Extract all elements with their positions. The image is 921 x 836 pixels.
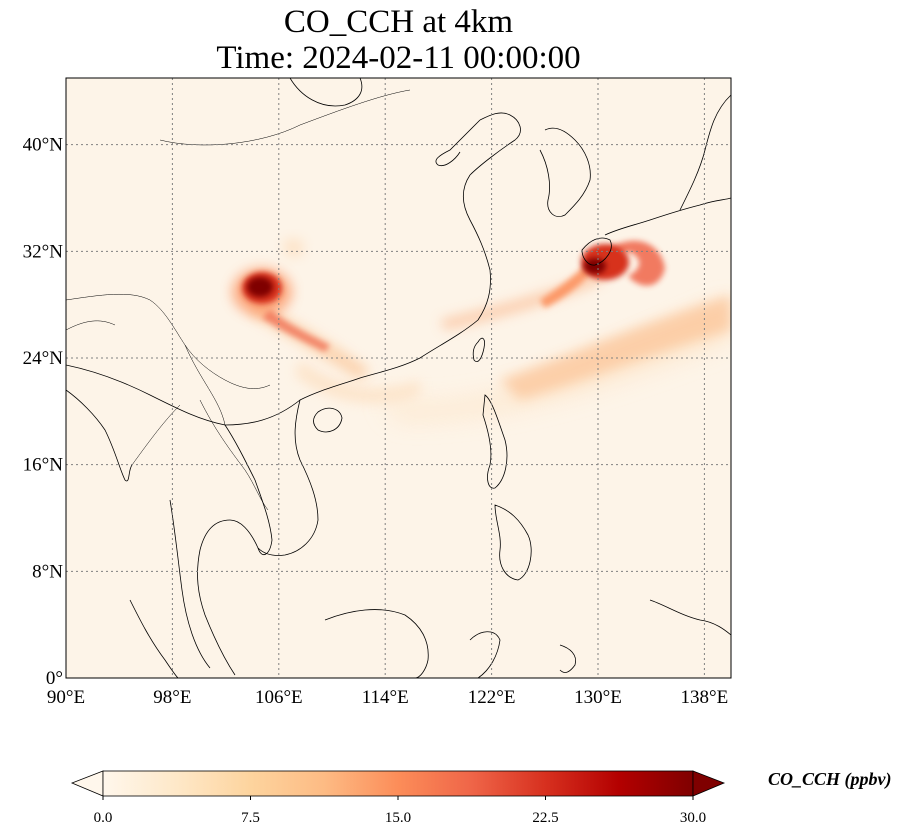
colorbar-tick-label: 0.0 (94, 810, 113, 826)
coastline-indochina (197, 424, 273, 676)
coastline-new-guinea (649, 599, 731, 636)
lon-tick-label: 114°E (362, 687, 409, 708)
japan-plume-core (584, 258, 606, 274)
coastline-north-border (289, 78, 363, 107)
coastline-sulawesi (469, 631, 501, 678)
lat-tick-label: 16°N (23, 455, 64, 476)
coastlines (66, 78, 731, 678)
coastline-japan-north (679, 94, 731, 211)
colorbar: 0.0 7.5 15.0 22.5 30.0 (70, 770, 726, 826)
colorbar-label: CO_CCH (ppbv) (768, 769, 892, 789)
coastline-borneo (324, 609, 429, 678)
lon-tick-label: 98°E (153, 687, 191, 708)
gridlines (66, 78, 731, 678)
map-frame (65, 77, 732, 679)
coastline-hainan (313, 407, 343, 433)
lon-tick-label: 106°E (255, 687, 303, 708)
border-thailand (199, 399, 269, 511)
sichuan-plume-core (247, 277, 273, 297)
title-line-2: Time: 2024-02-11 00:00:00 (216, 40, 581, 76)
colorbar-tick-label: 15.0 (385, 810, 411, 826)
lon-tick-label: 130°E (574, 687, 622, 708)
coastline-myanmar (66, 389, 133, 482)
coastline-vietnam (257, 399, 319, 556)
coastline-mindanao (559, 644, 577, 673)
colorbar-extend-max (692, 770, 726, 797)
border-china-south (66, 293, 271, 389)
colorbar-ticks: 0.0 7.5 15.0 22.5 30.0 (94, 796, 706, 826)
map-panel: 0° 8°N 16°N 24°N 32°N 40°N 90°E 98°E 106°E 114°E… (23, 77, 732, 708)
coastline-japan-kyushu (581, 237, 612, 266)
sichuan-plume-tail (262, 310, 330, 352)
lat-tick-label: 8°N (32, 561, 63, 582)
colorbar-tick-label: 7.5 (241, 810, 260, 826)
colorbar-tick-label: 30.0 (680, 810, 706, 826)
border-china-west (66, 320, 116, 331)
latitude-ticks: 0° 8°N 16°N 24°N 32°N 40°N (23, 135, 64, 689)
coastline-taiwan (472, 337, 485, 363)
colorbar-body (102, 770, 694, 797)
haze-band-east (500, 295, 731, 400)
haze-north-sichuan (283, 238, 305, 258)
borders (66, 89, 411, 511)
border-myanmar (131, 404, 181, 466)
lon-tick-label: 90°E (47, 687, 85, 708)
coastline-sumatra (129, 599, 179, 678)
coastline-bohai (435, 119, 481, 167)
longitude-ticks: 90°E 98°E 106°E 114°E 122°E 130°E 138°E (47, 687, 728, 708)
map-title: CO_CCH at 4km Time: 2024-02-11 00:00:00 (66, 4, 731, 76)
coastline-philippines-south (494, 504, 532, 581)
lat-tick-label: 40°N (23, 135, 64, 156)
coastline-korea (539, 127, 591, 217)
haze-band-south (380, 300, 731, 420)
coastline-china-mainland (66, 112, 521, 426)
lon-tick-label: 138°E (681, 687, 729, 708)
lat-tick-label: 24°N (23, 348, 64, 369)
colorbar-tick-label: 22.5 (532, 810, 558, 826)
coastline-malay (169, 499, 211, 669)
lat-tick-label: 32°N (23, 241, 64, 262)
border-laos (184, 344, 226, 426)
title-line-1: CO_CCH at 4km (283, 4, 514, 40)
colorbar-extend-min (70, 770, 104, 797)
coastline-japan-honshu (604, 197, 731, 236)
haze-coast (295, 360, 420, 404)
map-background (66, 78, 731, 678)
coastline-philippines-luzon (482, 394, 508, 489)
lon-tick-label: 122°E (468, 687, 516, 708)
lat-tick-label: 0° (46, 668, 63, 689)
japan-plume-south-tail (540, 265, 590, 308)
